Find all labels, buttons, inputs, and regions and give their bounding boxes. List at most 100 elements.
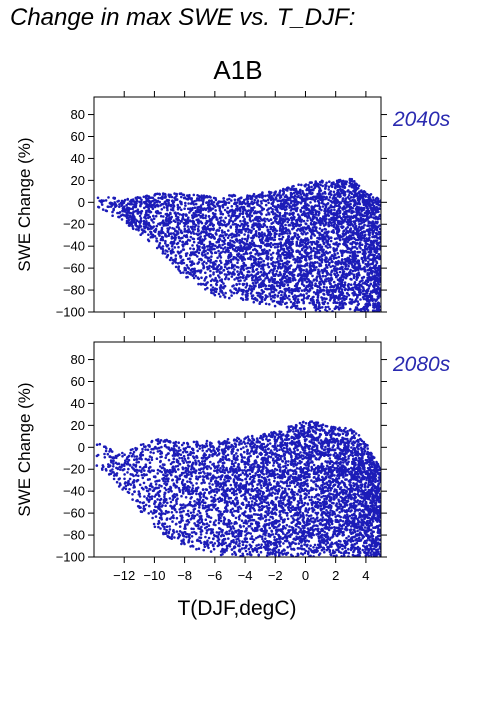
data-point xyxy=(376,236,380,240)
data-point xyxy=(355,247,359,250)
data-point xyxy=(324,192,327,195)
data-point xyxy=(321,228,324,232)
data-point xyxy=(264,199,268,203)
data-point xyxy=(261,218,264,222)
data-point xyxy=(120,218,124,221)
data-point xyxy=(295,304,299,308)
data-point xyxy=(262,259,265,263)
data-point xyxy=(247,247,250,251)
data-point xyxy=(329,265,333,269)
data-point xyxy=(155,237,158,240)
data-point xyxy=(333,252,336,256)
data-point xyxy=(347,189,350,192)
data-point xyxy=(231,195,234,198)
data-point xyxy=(280,293,283,297)
data-point xyxy=(356,259,360,262)
data-point xyxy=(181,236,184,240)
data-point xyxy=(147,233,150,236)
data-point xyxy=(354,298,358,301)
data-point xyxy=(346,240,350,244)
data-point xyxy=(240,196,243,199)
data-point xyxy=(306,187,309,190)
data-point xyxy=(367,230,370,233)
data-point xyxy=(263,252,266,255)
data-point xyxy=(202,243,206,247)
data-point xyxy=(361,282,365,285)
data-point xyxy=(235,257,238,261)
data-point xyxy=(339,282,343,286)
data-point xyxy=(120,199,124,203)
data-point xyxy=(210,245,214,248)
data-point xyxy=(264,203,268,207)
data-point xyxy=(269,237,273,241)
data-point xyxy=(198,239,202,242)
data-point xyxy=(304,258,307,262)
data-point xyxy=(267,271,271,275)
data-point xyxy=(204,283,208,287)
data-point xyxy=(187,197,190,200)
data-point xyxy=(278,282,282,285)
data-point xyxy=(366,298,370,301)
data-point xyxy=(174,265,178,269)
data-point xyxy=(263,263,266,267)
data-point xyxy=(262,268,265,272)
data-point xyxy=(132,205,135,209)
data-point xyxy=(132,203,136,206)
data-point xyxy=(159,222,162,225)
data-point xyxy=(288,273,292,276)
data-point xyxy=(259,294,262,297)
data-point xyxy=(371,275,375,278)
data-point xyxy=(283,261,286,265)
data-point xyxy=(364,248,367,251)
data-point xyxy=(279,257,282,260)
data-point xyxy=(282,295,285,299)
data-point xyxy=(199,282,203,286)
data-point xyxy=(221,243,224,247)
data-point xyxy=(209,261,212,264)
data-point xyxy=(280,207,284,211)
data-point xyxy=(230,275,234,278)
data-point xyxy=(266,194,269,197)
data-point xyxy=(375,225,378,228)
data-point xyxy=(349,183,353,186)
data-point xyxy=(322,224,326,227)
data-point xyxy=(242,253,246,256)
data-point xyxy=(312,213,315,217)
data-point xyxy=(231,220,235,223)
data-point xyxy=(221,203,225,207)
data-point xyxy=(285,205,289,208)
data-point xyxy=(256,280,259,284)
data-point xyxy=(331,182,335,186)
data-point xyxy=(177,252,181,255)
data-point xyxy=(242,227,245,231)
data-point xyxy=(192,247,195,251)
data-point xyxy=(152,217,156,220)
data-point xyxy=(300,183,303,187)
data-point xyxy=(329,282,332,286)
data-point xyxy=(359,298,362,301)
data-point xyxy=(348,254,352,258)
data-point xyxy=(375,273,379,277)
data-point xyxy=(181,240,185,244)
data-point xyxy=(347,223,351,227)
data-point xyxy=(310,236,313,240)
data-point xyxy=(272,193,276,197)
data-point xyxy=(253,274,257,277)
data-point xyxy=(211,233,214,237)
data-point xyxy=(250,264,253,267)
data-point xyxy=(278,249,281,253)
data-point xyxy=(223,246,227,249)
data-point xyxy=(241,288,245,292)
data-point xyxy=(189,268,193,272)
data-point xyxy=(246,266,250,270)
data-point xyxy=(267,265,271,269)
data-point xyxy=(192,237,196,241)
data-point xyxy=(188,193,191,197)
data-point xyxy=(294,232,297,235)
data-point xyxy=(208,199,211,202)
data-point xyxy=(148,201,152,205)
data-point xyxy=(341,197,345,201)
data-point xyxy=(285,278,289,281)
data-point xyxy=(250,236,253,240)
data-point xyxy=(291,295,295,299)
